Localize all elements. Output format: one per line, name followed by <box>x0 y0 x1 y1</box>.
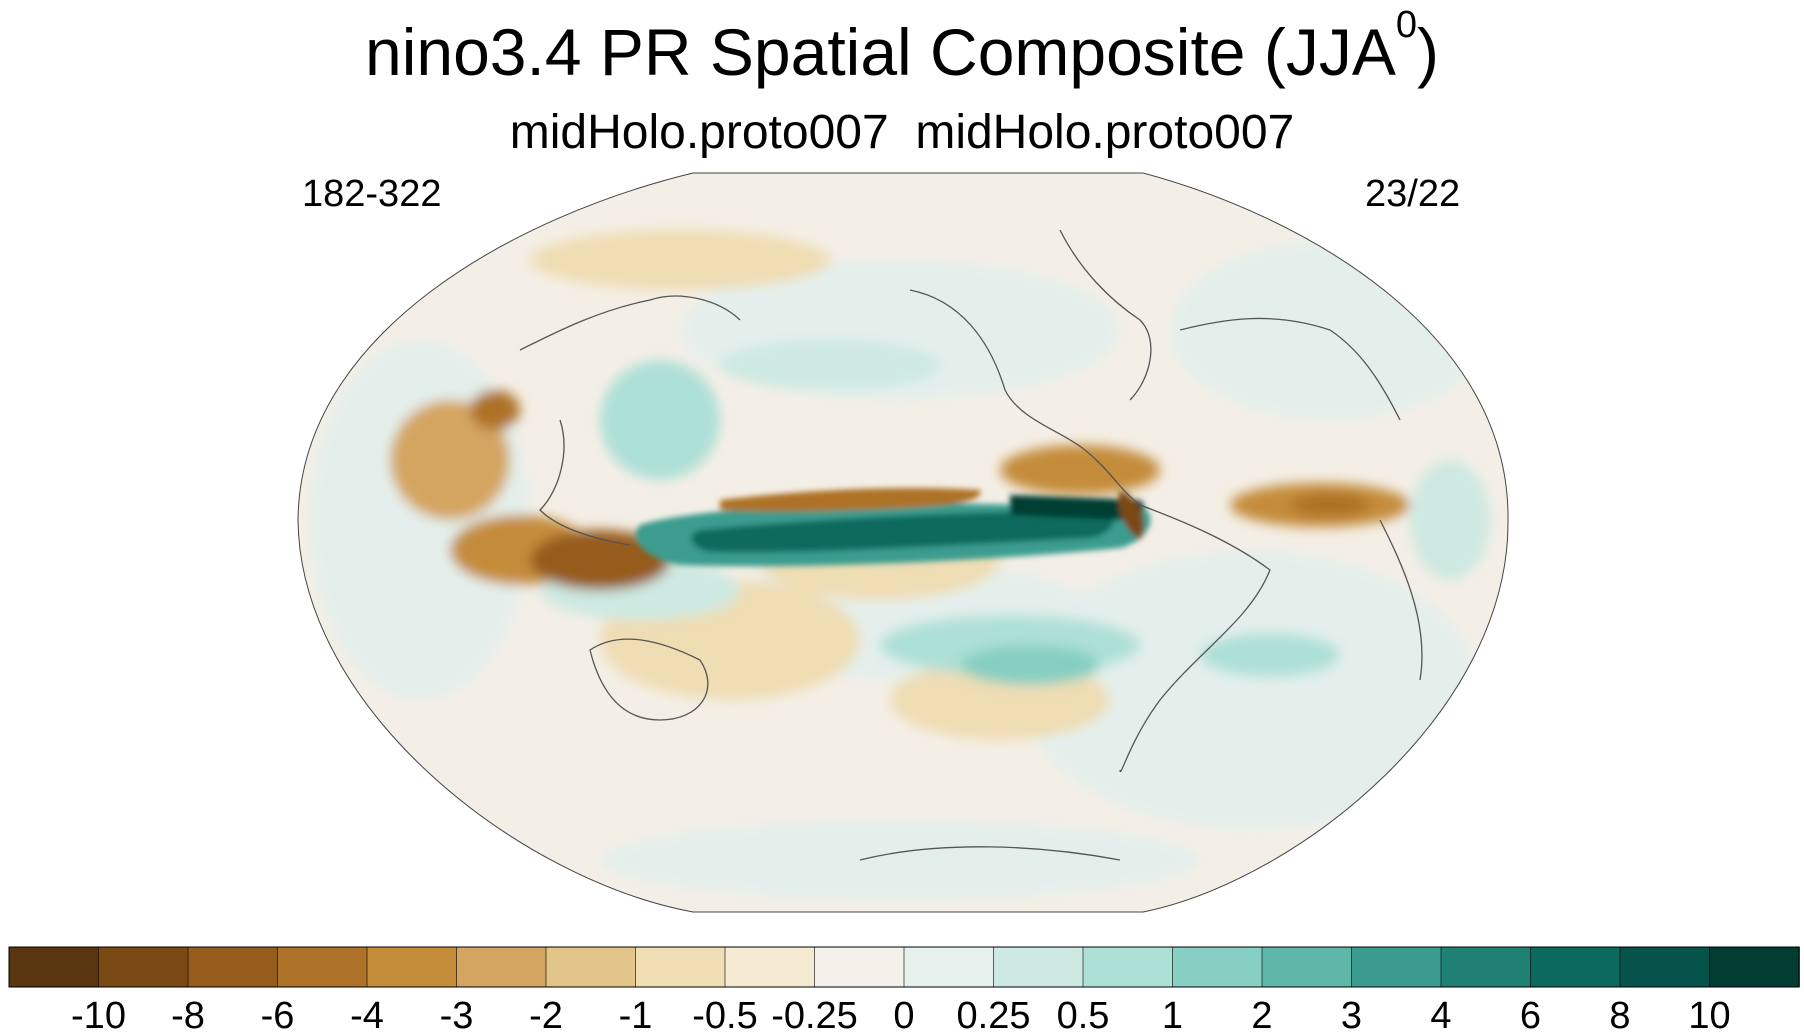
map-fill <box>298 173 1509 912</box>
colorbar-labels: -10 -8 -6 -4 -3 -2 -1 -0.5 -0.25 0 0.25 0.5 1 2 3 4 6 8 10 <box>71 995 1731 1034</box>
colorbar-label: -8 <box>171 995 205 1034</box>
colorbar-label: 8 <box>1609 995 1630 1034</box>
colorbar-label: 6 <box>1520 995 1541 1034</box>
right-corner-label: 23/22 <box>1365 173 1461 215</box>
colorbar-box <box>1351 946 1442 988</box>
colorbar-label: -3 <box>440 995 474 1034</box>
colorbar-box <box>1172 946 1263 988</box>
colorbar-label: 3 <box>1341 995 1362 1034</box>
colorbar-label: 4 <box>1430 995 1451 1034</box>
colorbar-label: 1 <box>1162 995 1183 1034</box>
colorbar-label: -0.25 <box>771 995 858 1034</box>
title-superscript: 0 <box>1395 4 1417 46</box>
colorbar-box <box>903 946 995 988</box>
colorbar-box <box>635 946 726 988</box>
globe-outline <box>297 172 1509 913</box>
colorbar-label: 0.25 <box>957 995 1031 1034</box>
colorbar-box <box>993 946 1084 988</box>
colorbar-box <box>98 946 189 988</box>
colorbar-boxes <box>8 946 1800 988</box>
colorbar-box <box>1619 946 1711 988</box>
colorbar-box <box>8 946 100 988</box>
colorbar-label: 0.5 <box>1057 995 1110 1034</box>
left-corner-label: 182-322 <box>302 173 442 215</box>
colorbar-border <box>8 946 1800 988</box>
colorbar-label: -2 <box>529 995 563 1034</box>
colorbar-label: -1 <box>619 995 653 1034</box>
colorbar-label: -4 <box>350 995 384 1034</box>
colorbar-label: 0 <box>893 995 914 1034</box>
colorbar-box <box>1530 946 1621 988</box>
colorbar-box <box>814 946 905 988</box>
chart-title: nino3.4 PR Spatial Composite (JJA0) <box>0 6 1804 90</box>
colorbar-box <box>1440 946 1532 988</box>
colorbar-label: -10 <box>71 995 126 1034</box>
colorbar-box <box>545 946 637 988</box>
title-close: ) <box>1417 15 1439 89</box>
colorbar-label: -6 <box>261 995 295 1034</box>
coastlines <box>519 229 1423 861</box>
colorbar-box <box>724 946 816 988</box>
colorbar-box <box>1082 946 1174 988</box>
colorbar-box <box>456 946 547 988</box>
colorbar-label: 2 <box>1251 995 1272 1034</box>
chart-subtitle: midHolo.proto007 midHolo.proto007 <box>509 106 1295 159</box>
colorbar-label: 10 <box>1688 995 1730 1034</box>
colorbar-box <box>187 946 279 988</box>
colorbar-box <box>1709 946 1800 988</box>
colorbar-label: -0.5 <box>692 995 757 1034</box>
colorbar-box <box>277 946 368 988</box>
title-main: nino3.4 PR Spatial Composite (JJA <box>365 15 1396 89</box>
colorbar-box <box>366 946 458 988</box>
colorbar-box <box>1261 946 1353 988</box>
